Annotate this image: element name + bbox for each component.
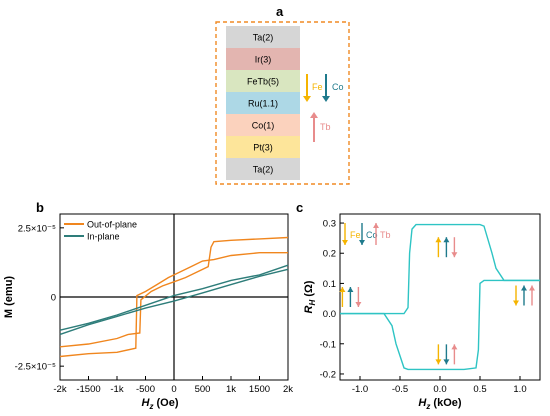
y-tick-label: 0.1 [323,279,336,290]
legend-tb-label: Tb [380,230,391,240]
state-left-fe-head [339,287,346,292]
layer-label-6: Ta(2) [253,165,274,175]
x-axis-label-c-main: H [418,397,427,409]
panel-c-letter: c [296,200,303,215]
chart-c: -1.0 -0.5 0.0 0.5 1.0 0.3 0.2 0.1 0.0 -0.1 -0.2 Fe C… [303,213,541,411]
y-axis-label: M (emu) [3,276,15,319]
state-low-fe-head [435,359,442,365]
panel-b-letter: b [36,200,44,215]
y-tick-label: 0.3 [323,219,336,230]
x-tick-label: -0.5 [392,384,408,395]
co-label: Co [332,82,344,92]
legend-label-1: In-plane [87,232,120,242]
state-high-tb-head [451,252,458,258]
y-axis-label-c-unit: (Ω) [303,280,315,300]
series-1-branch-1 [59,268,289,336]
x-tick-label: 500 [195,384,211,395]
x-axis-label-main: H [141,397,150,409]
x-tick-label: 0 [171,384,176,395]
x-axis-label-c: Hz (kOe) [418,397,461,411]
y-tick-label: 2.5×10⁻⁵ [18,223,56,234]
layer-0 [226,26,300,48]
x-tick-label: 0.5 [473,384,486,395]
layer-label-1: Ir(3) [255,55,272,65]
fe-arrow-head [303,96,311,102]
state-left-tb-head [355,302,362,307]
layer-3 [226,92,300,114]
layer-label-4: Co(1) [252,121,275,131]
series-0-branch-1 [340,223,540,315]
x-axis-label-c-unit: (kOe) [430,397,462,409]
y-tick-label: -0.2 [320,369,336,380]
y-tick-label: -0.1 [320,339,336,350]
x-tick-label: -1k [110,384,123,395]
state-high-co-head [443,237,450,243]
chart-b: -2k -1500 -1k -500 0 500 1k 1500 2k 2.5×10⁻⁵ 0 -2.5… [3,213,293,411]
series-0-branch-0 [59,236,289,348]
x-axis-label-sub: z [148,402,153,411]
layer-label-2: FeTb(5) [247,77,279,87]
y-tick-label: 0 [51,293,56,304]
legend-tb-arrow-head [373,223,379,228]
layer-label-5: Pt(3) [253,143,273,153]
y-axis-label-c-sub: H [308,300,317,306]
state-right-co-head [521,285,527,291]
x-axis-label-unit: (Oe) [153,397,178,409]
layer-5 [226,136,300,158]
state-right-tb-head [529,285,535,291]
layer-label-0: Ta(2) [253,33,274,43]
panel-a-letter: a [276,4,284,19]
x-tick-label: 1k [226,384,236,395]
x-tick-label: -500 [136,384,155,395]
panel-a-frame [215,21,350,185]
state-left-co-head [347,287,354,292]
x-tick-label: 1500 [249,384,270,395]
state-low-tb-head [451,344,458,350]
tb-label: Tb [320,122,331,132]
y-tick-label: 0.0 [323,309,336,320]
layer-label-3: Ru(1.1) [248,99,278,109]
x-tick-label: 1.0 [513,384,526,395]
series-0-branch-0 [340,279,540,371]
y-axis-label-c-main: R [303,305,315,313]
tb-arrow-head [310,112,318,118]
y-axis-label-c: RH (Ω) [303,280,317,313]
series-1-branch-0 [59,264,289,331]
legend-label-0: Out-of-plane [87,220,137,230]
spin-arrows: Fe Co Tb [303,74,344,142]
x-tick-label: -1.0 [352,384,368,395]
x-axis-label: Hz (Oe) [141,397,178,411]
state-low-co-head [443,359,450,365]
layer-1 [226,48,300,70]
state-right-fe-head [513,300,519,306]
x-tick-label: 2k [283,384,293,395]
layer-stack: Ta(2) Ir(3) FeTb(5) Ru(1.1) Co(1) Pt(3) Ta(2) [226,26,300,180]
state-high-fe-head [435,237,442,243]
legend-co-arrow-head [359,240,365,245]
legend-fe-label: Fe [350,230,361,240]
x-axis-label-c-sub: z [425,402,430,411]
y-tick-label: -2.5×10⁻⁵ [15,362,56,373]
co-arrow-head [322,96,330,102]
fe-label: Fe [312,82,323,92]
layer-6 [226,158,300,180]
legend-co-label: Co [366,230,378,240]
x-tick-label: -2k [53,384,66,395]
series-0-branch-1 [59,251,288,358]
y-tick-label: 0.2 [323,249,336,260]
x-tick-label: 0.0 [433,384,446,395]
legend-fe-arrow-head [342,240,348,245]
layer-2 [226,70,300,92]
x-tick-label: -1500 [76,384,100,395]
layer-4 [226,114,300,136]
